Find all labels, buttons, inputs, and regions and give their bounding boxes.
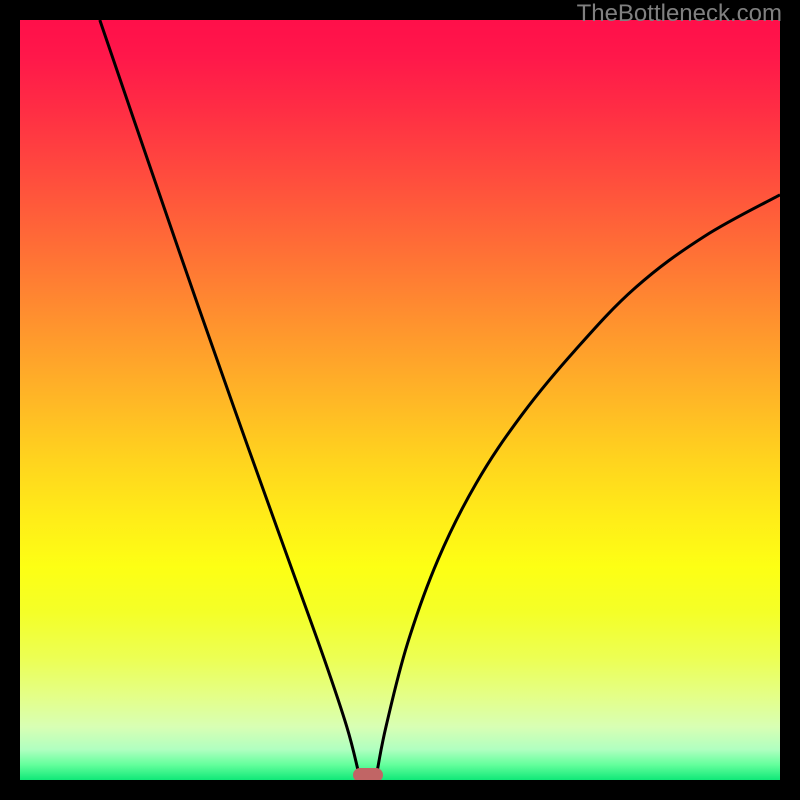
optimal-marker [353, 768, 383, 780]
curve-layer [20, 20, 780, 780]
right-curve [377, 195, 780, 771]
left-curve [100, 20, 358, 771]
watermark-text: TheBottleneck.com [577, 0, 782, 28]
chart-frame: TheBottleneck.com [0, 0, 800, 800]
plot-area [20, 20, 780, 780]
